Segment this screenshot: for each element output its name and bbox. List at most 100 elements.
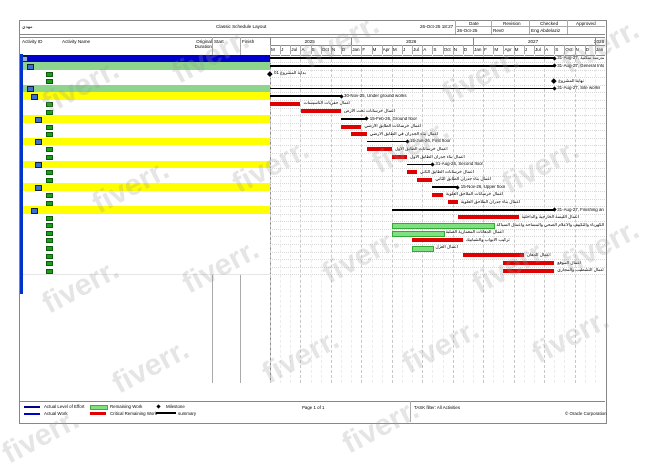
bar-label: 31-Aug-27, Site works — [557, 86, 601, 91]
summary-bar[interactable] — [270, 87, 555, 90]
summary-bar[interactable] — [432, 186, 458, 188]
critical-remaining-bar[interactable] — [417, 177, 433, 182]
start-date — [214, 259, 241, 267]
start-date — [214, 236, 241, 244]
col-original-duration[interactable]: Original Duration — [194, 39, 212, 50]
col-start[interactable]: Start — [214, 39, 224, 44]
start-date — [214, 267, 241, 275]
finish-date — [242, 115, 270, 123]
remaining-work-bar[interactable] — [391, 223, 496, 230]
summary-bar[interactable] — [391, 209, 555, 211]
original-duration — [192, 130, 211, 138]
year-separator — [351, 37, 353, 45]
summary-bar[interactable] — [270, 65, 555, 67]
month-separator — [594, 45, 596, 54]
remaining-work-bar[interactable] — [412, 245, 435, 252]
start-date — [214, 206, 241, 214]
timeline-month: Apr — [382, 47, 390, 52]
start-date — [214, 153, 241, 161]
bar-label: اعمال الموقع — [557, 260, 582, 265]
grid-line — [381, 54, 383, 383]
original-duration — [192, 267, 211, 275]
original-duration — [192, 70, 211, 78]
wbs-name — [38, 206, 194, 214]
finish-date — [242, 123, 270, 131]
month-row — [270, 45, 605, 46]
activity-id — [48, 267, 76, 275]
activity-name — [74, 229, 194, 237]
wbs-name — [38, 92, 194, 100]
activity-id — [48, 229, 76, 237]
activity-name — [74, 153, 194, 161]
critical-remaining-bar[interactable] — [447, 200, 458, 205]
col-finish[interactable]: Finish — [242, 39, 255, 44]
finish-date — [242, 161, 270, 169]
bar-label: تركيب الابواب والشبابيك — [465, 237, 510, 242]
timeline-month: S — [555, 47, 559, 52]
critical-remaining-bar[interactable] — [457, 215, 519, 220]
activity-id — [48, 123, 76, 131]
summary-bar[interactable] — [366, 140, 408, 143]
grid-line — [270, 54, 271, 383]
start-date — [214, 70, 241, 78]
original-duration — [192, 206, 211, 214]
critical-remaining-bar[interactable] — [503, 268, 555, 273]
col-activity-id[interactable]: Activity ID — [22, 39, 43, 44]
grid-line — [310, 54, 312, 383]
summary-bar[interactable] — [407, 163, 433, 166]
revision-label: Revision — [503, 20, 521, 26]
month-separator — [270, 45, 271, 54]
summary-bar[interactable] — [341, 118, 367, 120]
month-separator — [513, 45, 515, 54]
start-date — [214, 62, 241, 70]
critical-remaining-bar[interactable] — [412, 238, 463, 243]
start-date — [214, 252, 241, 260]
activity-name — [74, 259, 194, 267]
original-duration — [192, 145, 211, 153]
remaining-work-bar[interactable] — [391, 230, 445, 237]
grid-line — [452, 54, 454, 383]
critical-remaining-bar[interactable] — [432, 192, 443, 197]
grid-line — [554, 54, 556, 383]
critical-remaining-bar[interactable] — [391, 154, 408, 159]
critical-remaining-bar[interactable] — [462, 253, 524, 258]
summary-bar[interactable] — [270, 57, 555, 60]
start-date — [214, 130, 241, 138]
critical-remaining-bar[interactable] — [341, 124, 362, 129]
month-separator — [544, 45, 546, 54]
legend-actual-loe-swatch — [24, 406, 40, 408]
critical-remaining-bar[interactable] — [270, 101, 301, 106]
approved-label: Approved — [576, 20, 596, 26]
finish-date — [242, 214, 270, 222]
activity-name — [74, 221, 194, 229]
bar-label: 31-Aug-26, Second floor — [435, 162, 484, 167]
timeline-row-line — [270, 183, 605, 185]
summary-bar[interactable] — [270, 95, 342, 97]
checked-label: Checked — [540, 20, 559, 26]
critical-remaining-bar[interactable] — [300, 109, 342, 114]
wbs-folder-icon — [31, 93, 38, 100]
activity-name — [74, 70, 194, 78]
date-label: Date — [469, 20, 479, 26]
month-separator — [330, 45, 332, 54]
original-duration — [192, 229, 211, 237]
activity-name — [74, 123, 194, 131]
legend-remaining-work: Remaining Work — [110, 403, 143, 409]
start-date — [214, 85, 241, 93]
month-separator — [554, 45, 556, 54]
critical-remaining-bar[interactable] — [351, 132, 367, 137]
start-date — [214, 115, 241, 123]
critical-remaining-bar[interactable] — [407, 169, 418, 174]
bar-label: اعمال الدهانات المعمارية الصلبة — [445, 230, 504, 235]
timeline-month: M — [372, 47, 377, 52]
layout-title: Classic Schedule Layout — [216, 24, 267, 29]
grid-line — [330, 54, 332, 383]
timeline-row-line — [270, 92, 605, 94]
finish-date — [242, 62, 270, 70]
col-activity-name[interactable]: Activity Name — [62, 39, 91, 44]
month-separator — [351, 45, 353, 54]
finish-date — [242, 100, 270, 108]
activity-row[interactable] — [20, 266, 270, 276]
critical-remaining-bar[interactable] — [366, 147, 392, 152]
critical-remaining-bar[interactable] — [503, 260, 555, 265]
